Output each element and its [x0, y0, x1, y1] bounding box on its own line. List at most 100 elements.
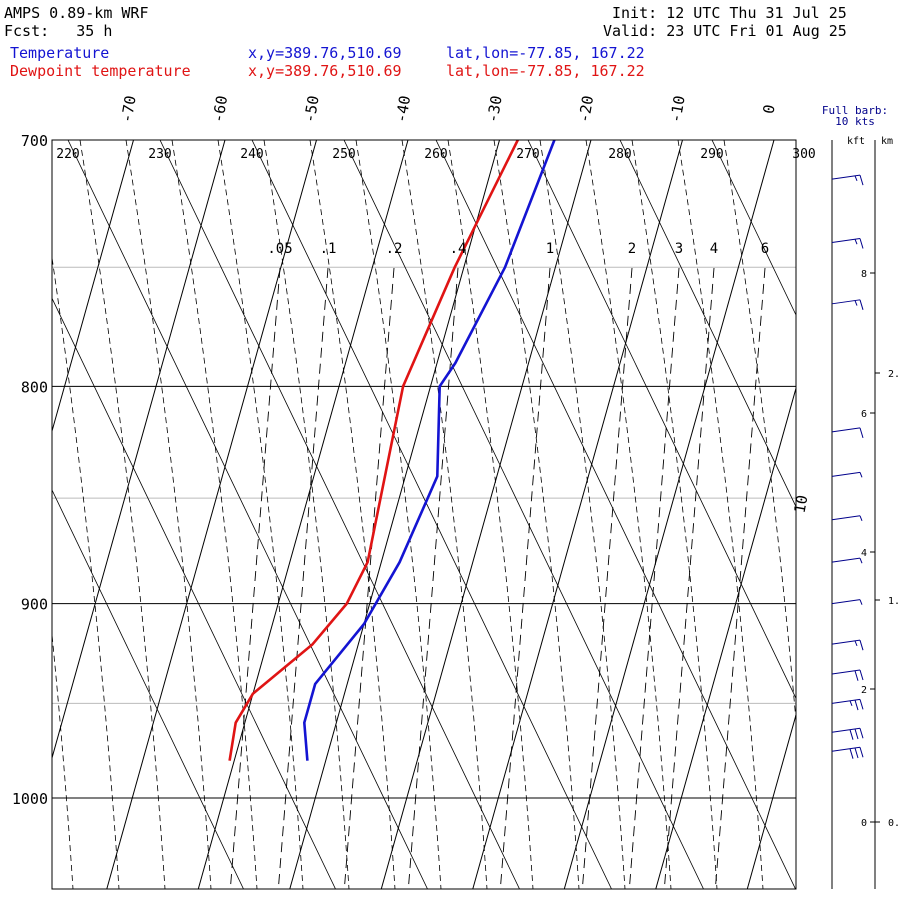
dry-adiabat-line — [159, 140, 520, 889]
isotherm-line — [52, 140, 226, 760]
wind-barb — [831, 471, 863, 478]
kft-unit-label: kft — [847, 136, 865, 147]
axis-labels: 700 800 900 1000 -70 -60 -50 -40 -30 -20 -10 0 10 220… — [12, 94, 816, 808]
dry-adiabat-label: 260 — [424, 147, 447, 162]
mixing-ratio-label: 3 — [675, 241, 683, 257]
mixing-ratio-line — [714, 267, 766, 889]
kft-tick-label: 4 — [861, 548, 867, 559]
dry-adiabat-label: 300 — [792, 147, 815, 162]
isotherm-line — [289, 140, 500, 889]
moist-adiabat-line — [493, 140, 580, 889]
wind-barb — [831, 515, 863, 521]
mixing-ratio-label: 1 — [546, 241, 554, 257]
dry-adiabat-line — [527, 140, 796, 700]
mixing-ratio-line — [663, 267, 715, 889]
isotherm-line — [106, 140, 317, 889]
dry-adiabat-line — [251, 140, 612, 889]
pressure-tick-label: 700 — [21, 132, 48, 150]
wind-barb — [831, 299, 864, 310]
dry-adiabat-label: 270 — [516, 147, 539, 162]
mixing-ratio-label: 6 — [761, 241, 769, 257]
xy-temperature: x,y=389.76,510.69 — [248, 44, 402, 62]
isotherm-label: -30 — [483, 94, 505, 124]
isotherm-line — [380, 140, 592, 889]
plot-frame — [51, 139, 797, 890]
xy-dewpoint: x,y=389.76,510.69 — [248, 62, 402, 80]
mixing-ratio-line — [343, 267, 395, 889]
mixing-ratio-label: 4 — [710, 241, 718, 257]
isotherm-line — [197, 140, 409, 889]
km-tick-label: 1. — [888, 596, 900, 607]
legend-dewpoint: Dewpoint temperature — [10, 62, 191, 80]
dry-adiabat-line — [52, 297, 336, 889]
mixing-ratio-line — [628, 267, 680, 889]
wind-barb — [831, 669, 864, 681]
moist-adiabat-line — [0, 140, 27, 889]
pressure-tick-label: 800 — [21, 378, 48, 396]
forecast-hour: Fcst: 35 h — [4, 22, 113, 40]
isotherm-label: -70 — [117, 94, 139, 124]
mixing-ratio-line — [499, 267, 551, 889]
legend-temperature: Temperature — [10, 44, 110, 62]
isotherm-label: 0 — [759, 103, 778, 115]
wind-panel-title: 10 kts — [835, 115, 875, 128]
isobar-lines — [52, 139, 796, 799]
isotherm-line — [52, 140, 134, 433]
mixing-ratio-label: 2 — [628, 241, 636, 257]
kft-tick-label: 6 — [861, 409, 867, 420]
wind-barb — [831, 698, 864, 711]
kft-tick-label: 0 — [861, 818, 867, 829]
mixing-ratio-line — [277, 267, 329, 889]
wind-barb — [831, 727, 864, 740]
init-time: Init: 12 UTC Thu 31 Jul 25 — [612, 4, 847, 22]
mixing-ratio-label: .1 — [320, 241, 337, 257]
dewpoint-profile — [228, 140, 519, 761]
isotherm-label: -40 — [392, 94, 414, 124]
thermo-guide-lines — [0, 140, 796, 889]
km-tick-label: 0. — [888, 818, 900, 829]
kft-tick-label: 2 — [861, 685, 867, 696]
isotherm-line — [563, 140, 775, 889]
moist-adiabat-line — [401, 140, 488, 889]
wind-barb — [831, 557, 863, 564]
mixing-ratio-line — [581, 267, 633, 889]
dry-adiabat-line — [711, 140, 796, 316]
mixing-ratio-line — [229, 267, 281, 889]
wind-barb — [831, 238, 864, 249]
km-tick-label: 2. — [888, 369, 900, 380]
mixing-ratio-label: .05 — [267, 241, 292, 257]
moist-adiabat-line — [171, 140, 258, 889]
dry-adiabat-label: 280 — [608, 147, 631, 162]
moist-adiabat-line — [677, 140, 764, 889]
moist-adiabat-line — [79, 140, 166, 889]
dry-adiabat-label: 290 — [700, 147, 723, 162]
isotherm-label: -60 — [209, 94, 231, 124]
moist-adiabat-line — [52, 255, 120, 889]
isotherm-label: 10 — [791, 494, 812, 515]
wind-barb-panel: Full barb:10 kts kft km 8 6 4 2 0 2. 1. 0. — [822, 104, 900, 889]
isotherm-label: -20 — [575, 94, 597, 124]
dry-adiabat-label: 250 — [332, 147, 355, 162]
dry-adiabat-line — [435, 140, 796, 889]
kft-tick-label: 8 — [861, 269, 867, 280]
mixing-ratio-label: .4 — [450, 241, 467, 257]
pressure-tick-label: 1000 — [12, 790, 48, 808]
pressure-tick-label: 900 — [21, 596, 48, 614]
moist-adiabat-line — [52, 630, 74, 889]
wind-barb — [831, 174, 864, 186]
sounding-header: AMPS 0.89-km WRF Fcst: 35 h Init: 12 UTC… — [0, 0, 900, 90]
isotherm-line — [655, 386, 796, 889]
isotherm-line — [746, 713, 796, 889]
wind-barb — [831, 599, 863, 605]
wind-barb — [831, 427, 864, 439]
dry-adiabat-label: 230 — [148, 147, 171, 162]
dry-adiabat-line — [52, 489, 244, 889]
isotherm-line — [472, 140, 683, 889]
sounding-profiles — [228, 140, 556, 761]
wind-panel-title: Full barb: — [822, 104, 888, 117]
model-title: AMPS 0.89-km WRF — [4, 4, 149, 22]
valid-time: Valid: 23 UTC Fri 01 Aug 25 — [603, 22, 847, 40]
isotherm-label: -50 — [300, 94, 322, 124]
dry-adiabat-label: 240 — [240, 147, 263, 162]
